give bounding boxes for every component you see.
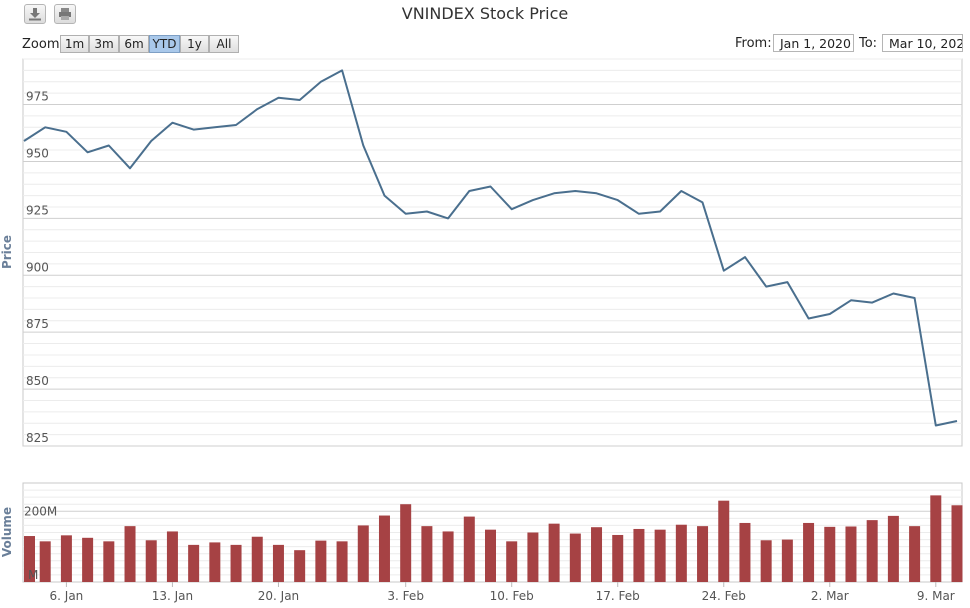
volume-tick-label: M [28, 568, 38, 582]
price-line [23, 69, 958, 427]
price-tick-label: 950 [26, 146, 49, 160]
x-tick-label: 13. Jan [152, 589, 193, 603]
volume-tick-label: 200M [24, 504, 57, 518]
volume-bar [930, 495, 942, 582]
print-button[interactable] [54, 4, 76, 24]
x-tick-label: 17. Feb [596, 589, 640, 603]
x-tick-label: 20. Jan [258, 589, 299, 603]
volume-bar [909, 526, 921, 582]
tick-labels: 825 850 875 900 925 950 975 M 200M 6. Jan 13. Jan 2… [24, 90, 955, 603]
chart-title: VNINDEX Stock Price [401, 4, 569, 23]
volume-bar [463, 516, 475, 582]
volume-bar [166, 531, 178, 582]
volume-bars [24, 495, 963, 582]
download-icon [29, 8, 41, 21]
price-tick-label: 925 [26, 203, 49, 217]
price-series [23, 69, 958, 427]
price-tick-label: 975 [26, 90, 49, 104]
volume-bar [103, 541, 115, 582]
volume-bar [272, 544, 284, 582]
volume-bar [336, 541, 348, 582]
volume-bar [781, 539, 793, 582]
volume-bar [82, 537, 94, 582]
volume-bar [60, 535, 72, 582]
volume-bar [951, 505, 963, 582]
from-label: From: [735, 36, 772, 51]
volume-bar [866, 520, 878, 582]
zoom-label: Zoom [22, 37, 60, 52]
zoom-all-button[interactable]: All [209, 35, 239, 53]
zoom-3m-button[interactable]: 3m [89, 35, 119, 53]
x-tick-label: 3. Feb [387, 589, 424, 603]
volume-bar [506, 541, 518, 582]
volume-bar [209, 542, 221, 582]
volume-bar [760, 540, 772, 582]
price-tick-label: 850 [26, 374, 49, 388]
price-tick-label: 825 [26, 431, 49, 445]
volume-bar [315, 540, 327, 582]
print-icon [59, 8, 71, 20]
to-label: To: [859, 36, 878, 51]
to-date-input[interactable]: Mar 10, 2020 [882, 34, 963, 52]
volume-bar [591, 527, 603, 582]
volume-bar [357, 525, 369, 582]
volume-bar [845, 526, 857, 582]
volume-bar [251, 536, 263, 582]
volume-bar [718, 500, 730, 582]
from-date-input[interactable]: Jan 1, 2020 [773, 34, 854, 52]
x-tick-label: 2. Mar [811, 589, 849, 603]
volume-bar [675, 524, 687, 582]
x-tick-label: 9. Mar [917, 589, 955, 603]
x-tick-label: 6. Jan [50, 589, 84, 603]
volume-bar [24, 536, 35, 582]
x-tick-label: 10. Feb [490, 589, 534, 603]
price-axis-title: Price [0, 235, 14, 269]
volume-bar [230, 544, 242, 582]
volume-bar [442, 531, 454, 582]
volume-bar [612, 534, 624, 582]
price-grid [22, 58, 963, 447]
volume-bar [824, 526, 836, 582]
volume-bar [548, 523, 560, 582]
x-tick-label: 24. Feb [702, 589, 746, 603]
volume-bar [697, 526, 709, 582]
volume-bar [887, 515, 899, 582]
volume-bar [39, 541, 51, 582]
price-tick-label: 900 [26, 260, 49, 274]
volume-bar [378, 515, 390, 582]
volume-bar [569, 533, 581, 582]
volume-bar [124, 526, 136, 582]
zoom-1y-button[interactable]: 1y [180, 35, 209, 53]
volume-bar [803, 522, 815, 582]
volume-bar [188, 544, 200, 582]
download-button[interactable] [24, 4, 46, 24]
volume-bar [145, 540, 157, 582]
volume-bar [633, 528, 645, 582]
price-tick-label: 875 [26, 317, 49, 331]
zoom-6m-button[interactable]: 6m [119, 35, 149, 53]
volume-bar [527, 532, 539, 582]
volume-bar [400, 504, 412, 582]
volume-bar [654, 529, 666, 582]
volume-bar [421, 526, 433, 582]
volume-bar [485, 529, 496, 582]
volume-bar [739, 522, 751, 582]
volume-bar [294, 550, 306, 582]
volume-axis-title: Volume [0, 507, 14, 557]
zoom-ytd-button[interactable]: YTD [149, 35, 180, 53]
zoom-1m-button[interactable]: 1m [60, 35, 89, 53]
